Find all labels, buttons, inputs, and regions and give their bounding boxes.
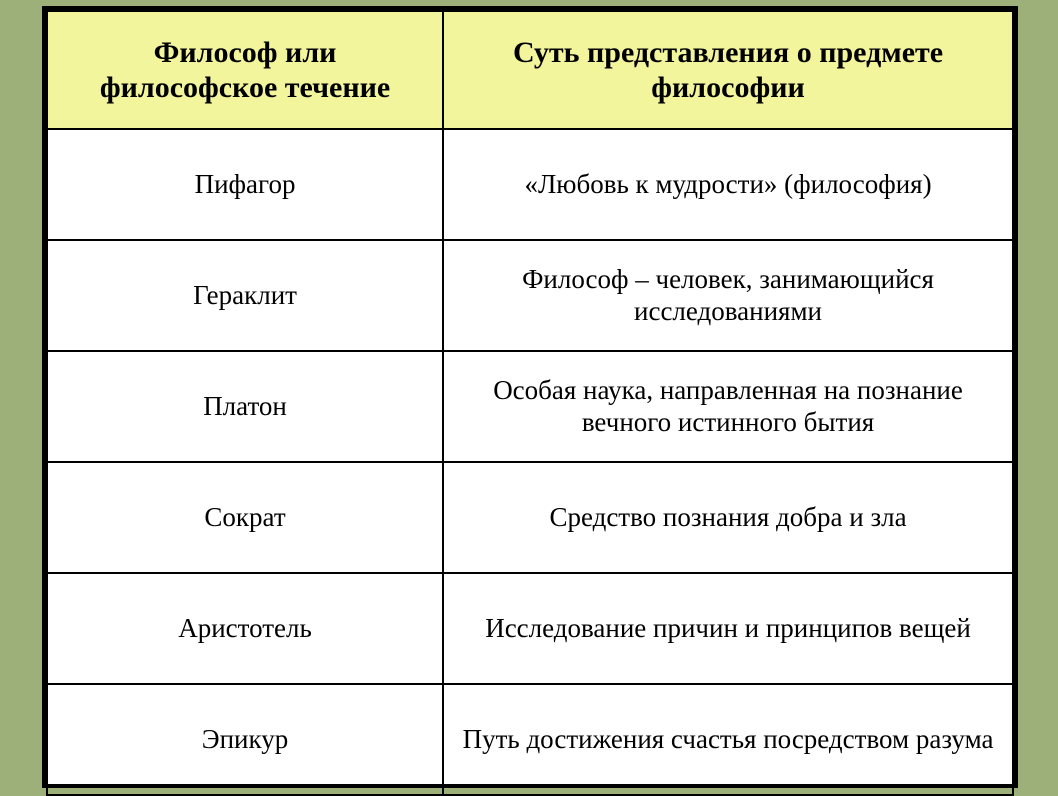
cell-philosopher: Платон xyxy=(47,351,443,462)
table-row: Эпикур Путь достижения счастья посредств… xyxy=(47,684,1013,795)
cell-essence: Путь достижения счастья посредством разу… xyxy=(443,684,1013,795)
col-header-essence: Суть представления о предмете философии xyxy=(443,11,1013,129)
table-header-row: Философ или философское течение Суть пре… xyxy=(47,11,1013,129)
cell-philosopher: Гераклит xyxy=(47,240,443,351)
cell-philosopher: Сократ xyxy=(47,462,443,573)
table-row: Пифагор «Любовь к мудрости» (философия) xyxy=(47,129,1013,240)
col-header-philosopher: Философ или философское течение xyxy=(47,11,443,129)
table-row: Гераклит Философ – человек, занимающийся… xyxy=(47,240,1013,351)
table-row: Сократ Средство познания добра и зла xyxy=(47,462,1013,573)
table-frame: Философ или философское течение Суть пре… xyxy=(42,6,1018,788)
cell-philosopher: Аристотель xyxy=(47,573,443,684)
cell-essence: Философ – человек, занимающийся исследов… xyxy=(443,240,1013,351)
philosophy-table: Философ или философское течение Суть пре… xyxy=(46,10,1014,796)
cell-essence: «Любовь к мудрости» (философия) xyxy=(443,129,1013,240)
cell-philosopher: Пифагор xyxy=(47,129,443,240)
table-row: Аристотель Исследование причин и принцип… xyxy=(47,573,1013,684)
cell-essence: Особая наука, направленная на познание в… xyxy=(443,351,1013,462)
cell-philosopher: Эпикур xyxy=(47,684,443,795)
cell-essence: Средство познания добра и зла xyxy=(443,462,1013,573)
table-row: Платон Особая наука, направленная на поз… xyxy=(47,351,1013,462)
cell-essence: Исследование причин и принципов вещей xyxy=(443,573,1013,684)
